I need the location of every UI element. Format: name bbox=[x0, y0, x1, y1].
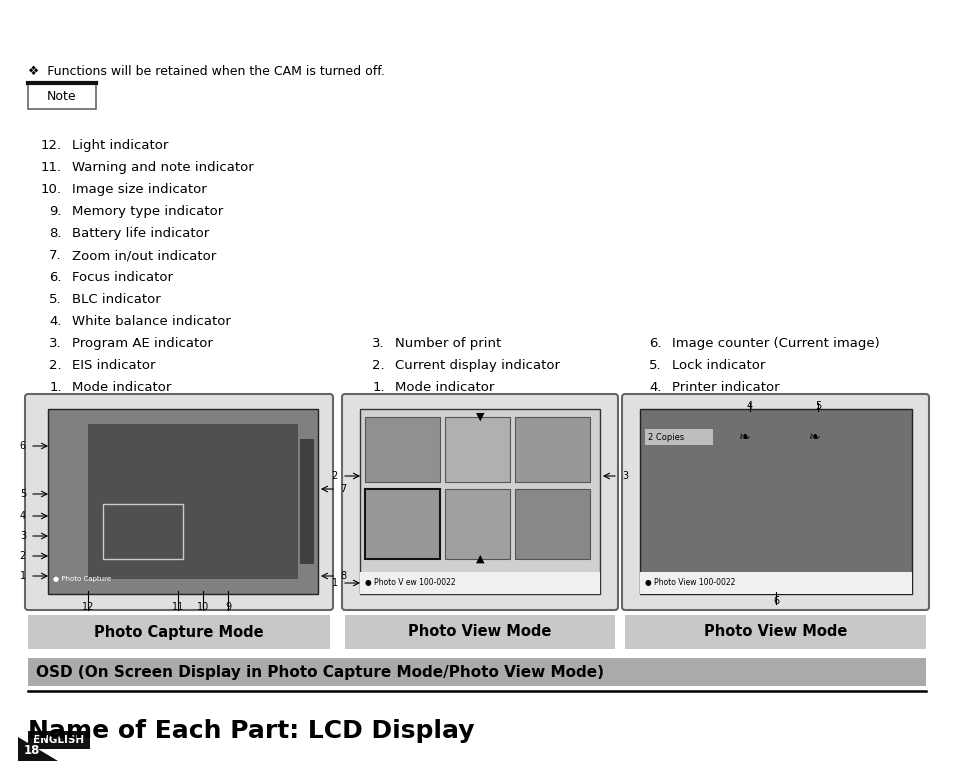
Bar bbox=[365, 489, 439, 559]
Text: 8.: 8. bbox=[50, 227, 62, 240]
Text: 3.: 3. bbox=[50, 337, 62, 350]
Text: 12: 12 bbox=[82, 602, 94, 612]
Text: Number of print: Number of print bbox=[395, 337, 500, 350]
Text: 9: 9 bbox=[225, 602, 231, 612]
Text: Image counter (Current image): Image counter (Current image) bbox=[671, 337, 879, 350]
Bar bbox=[48, 409, 317, 594]
Text: 3: 3 bbox=[20, 531, 26, 541]
Bar bbox=[444, 489, 510, 559]
Text: 2: 2 bbox=[20, 551, 26, 561]
Text: Photo View Mode: Photo View Mode bbox=[408, 625, 551, 640]
Text: 3.: 3. bbox=[372, 337, 385, 350]
Text: ● Photo V ew 100-0022: ● Photo V ew 100-0022 bbox=[365, 579, 456, 587]
Bar bbox=[639, 409, 911, 594]
Text: ❧: ❧ bbox=[808, 430, 820, 444]
Text: 11.: 11. bbox=[41, 161, 62, 174]
Text: ENGLISH: ENGLISH bbox=[33, 735, 85, 745]
Text: 4.: 4. bbox=[649, 381, 661, 394]
Text: 6: 6 bbox=[772, 596, 779, 606]
Text: ● Photo View 100-0022: ● Photo View 100-0022 bbox=[644, 579, 735, 587]
Bar bbox=[444, 417, 510, 482]
Text: Mode indicator: Mode indicator bbox=[71, 381, 172, 394]
Text: Photo View Mode: Photo View Mode bbox=[703, 625, 846, 640]
Text: Light indicator: Light indicator bbox=[71, 139, 168, 152]
Text: Zoom in/out indicator: Zoom in/out indicator bbox=[71, 249, 216, 262]
Text: Focus indicator: Focus indicator bbox=[71, 271, 172, 284]
Text: Mode indicator: Mode indicator bbox=[395, 381, 494, 394]
Bar bbox=[359, 572, 599, 594]
Text: EIS indicator: EIS indicator bbox=[71, 359, 155, 372]
Text: Lock indicator: Lock indicator bbox=[671, 359, 764, 372]
Bar bbox=[345, 615, 615, 649]
Text: Battery life indicator: Battery life indicator bbox=[71, 227, 209, 240]
Text: 4: 4 bbox=[746, 401, 752, 411]
Text: 1: 1 bbox=[20, 571, 26, 581]
Text: 18: 18 bbox=[24, 745, 40, 757]
Text: 2.: 2. bbox=[372, 359, 385, 372]
Text: 9.: 9. bbox=[50, 205, 62, 218]
Text: ● Photo Capture: ● Photo Capture bbox=[53, 576, 111, 582]
Text: 8: 8 bbox=[339, 571, 346, 581]
Bar bbox=[515, 417, 589, 482]
Text: Printer indicator: Printer indicator bbox=[671, 381, 779, 394]
Bar bbox=[28, 615, 330, 649]
Text: White balance indicator: White balance indicator bbox=[71, 315, 231, 328]
Text: Image size indicator: Image size indicator bbox=[71, 183, 207, 196]
Text: 2: 2 bbox=[332, 471, 337, 481]
FancyBboxPatch shape bbox=[25, 394, 333, 610]
Text: 6: 6 bbox=[20, 441, 26, 451]
Text: 5: 5 bbox=[814, 401, 821, 411]
Bar bbox=[359, 409, 599, 594]
Text: Program AE indicator: Program AE indicator bbox=[71, 337, 213, 350]
Bar bbox=[624, 615, 925, 649]
Bar bbox=[299, 439, 314, 564]
Text: 4: 4 bbox=[20, 511, 26, 521]
Text: 7: 7 bbox=[339, 484, 346, 494]
Text: ❧: ❧ bbox=[739, 430, 750, 444]
Bar bbox=[639, 572, 911, 594]
FancyBboxPatch shape bbox=[621, 394, 928, 610]
FancyBboxPatch shape bbox=[28, 83, 96, 109]
Text: ❖  Functions will be retained when the CAM is turned off.: ❖ Functions will be retained when the CA… bbox=[28, 65, 384, 78]
Text: Name of Each Part: LCD Display: Name of Each Part: LCD Display bbox=[28, 719, 474, 743]
Polygon shape bbox=[18, 737, 58, 761]
Text: Note: Note bbox=[47, 90, 77, 103]
Bar bbox=[88, 424, 297, 579]
Text: 5.: 5. bbox=[649, 359, 661, 372]
Text: 6.: 6. bbox=[649, 337, 661, 350]
Text: 10: 10 bbox=[196, 602, 209, 612]
Text: ▼: ▼ bbox=[476, 412, 484, 422]
FancyBboxPatch shape bbox=[341, 394, 618, 610]
Bar bbox=[28, 731, 90, 749]
Text: Current display indicator: Current display indicator bbox=[395, 359, 559, 372]
Text: 10.: 10. bbox=[41, 183, 62, 196]
Text: Photo Capture Mode: Photo Capture Mode bbox=[94, 625, 264, 640]
Text: 2 Copies: 2 Copies bbox=[647, 432, 683, 442]
Bar bbox=[103, 504, 183, 559]
Text: BLC indicator: BLC indicator bbox=[71, 293, 161, 306]
Text: 5.: 5. bbox=[50, 293, 62, 306]
Text: 7.: 7. bbox=[50, 249, 62, 262]
Bar bbox=[365, 417, 439, 482]
Text: 5: 5 bbox=[20, 489, 26, 499]
Text: OSD (On Screen Display in Photo Capture Mode/Photo View Mode): OSD (On Screen Display in Photo Capture … bbox=[36, 664, 603, 679]
Text: 3: 3 bbox=[621, 471, 627, 481]
Text: 4.: 4. bbox=[50, 315, 62, 328]
Text: Warning and note indicator: Warning and note indicator bbox=[71, 161, 253, 174]
Text: 1.: 1. bbox=[372, 381, 385, 394]
Text: 2.: 2. bbox=[50, 359, 62, 372]
Text: Memory type indicator: Memory type indicator bbox=[71, 205, 223, 218]
Text: 6.: 6. bbox=[50, 271, 62, 284]
Text: 11: 11 bbox=[172, 602, 184, 612]
Text: 1.: 1. bbox=[50, 381, 62, 394]
Bar bbox=[515, 489, 589, 559]
Text: ▲: ▲ bbox=[476, 554, 484, 564]
Text: 1: 1 bbox=[332, 578, 337, 588]
Bar bbox=[644, 429, 712, 445]
Text: 12.: 12. bbox=[41, 139, 62, 152]
Bar bbox=[28, 658, 925, 686]
